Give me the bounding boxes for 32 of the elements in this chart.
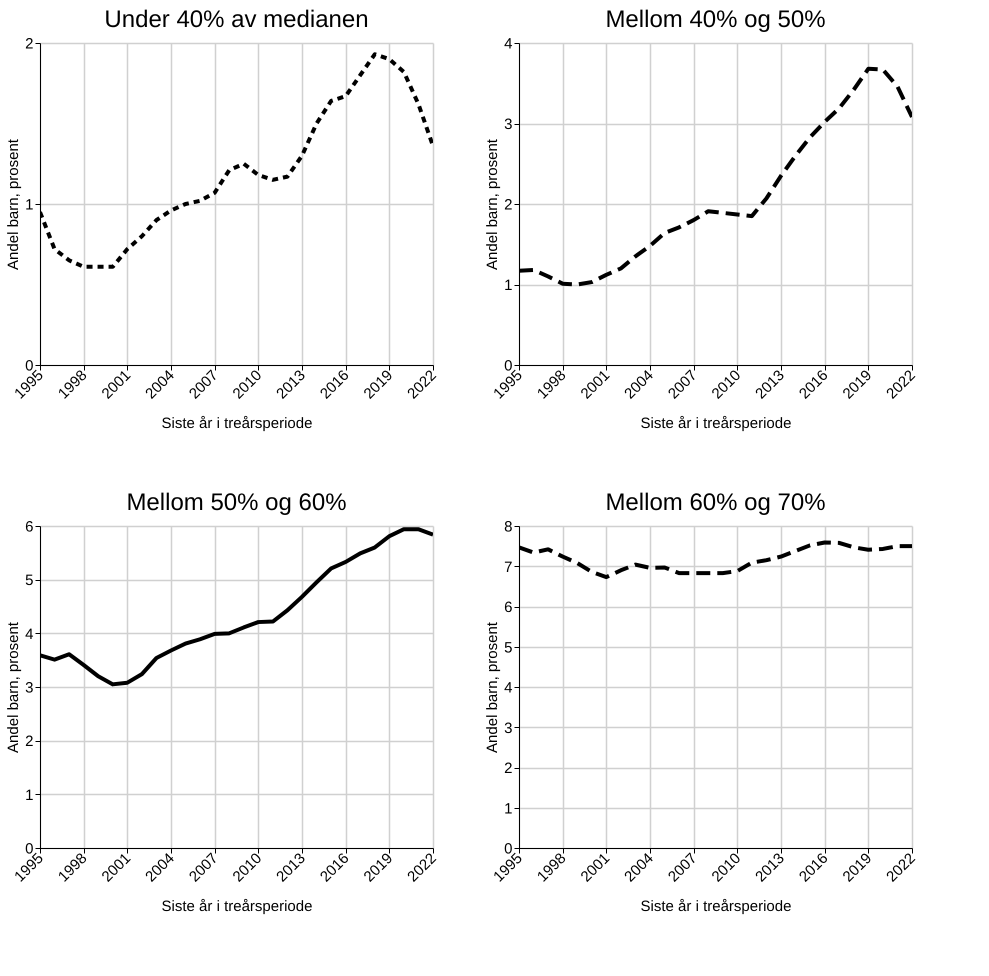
y-axis-title: Andel barn, prosent (484, 621, 502, 753)
y-tick-label: 4 (504, 680, 512, 696)
chart-title: Mellom 50% og 60% (126, 489, 347, 516)
y-tick-label: 7 (504, 558, 512, 576)
y-tick-label: 5 (25, 572, 34, 590)
y-axis-title: Andel barn, prosent (5, 138, 22, 270)
chart-title: Mellom 60% og 70% (605, 489, 826, 516)
y-tick-label: 1 (504, 277, 512, 294)
y-tick-label: 3 (504, 720, 512, 737)
y-tick-label: 2 (25, 36, 34, 52)
y-tick-label: 2 (504, 760, 512, 777)
y-tick-label: 1 (25, 786, 34, 804)
y-tick-label: 3 (504, 116, 512, 133)
y-tick-label: 1 (504, 800, 512, 818)
y-tick-label: 2 (504, 196, 512, 214)
y-tick-label: 4 (504, 36, 512, 52)
y-tick-label: 8 (504, 518, 512, 536)
y-tick-label: 3 (25, 680, 34, 696)
chart-title: Under 40% av medianen (104, 6, 369, 33)
y-tick-label: 4 (25, 626, 34, 643)
y-axis-title: Andel barn, prosent (484, 138, 502, 270)
x-axis-title: Siste år i treårsperiode (162, 414, 312, 432)
x-axis-title: Siste år i treårsperiode (640, 414, 792, 432)
x-axis-title: Siste år i treårsperiode (162, 898, 312, 915)
x-axis-title: Siste år i treårsperiode (640, 898, 792, 915)
y-tick-label: 2 (25, 733, 34, 750)
y-axis-title: Andel barn, prosent (5, 621, 22, 753)
y-tick-label: 6 (25, 518, 34, 536)
y-tick-label: 6 (504, 599, 512, 616)
y-tick-label: 1 (25, 196, 34, 214)
chart-title: Mellom 40% og 50% (605, 6, 826, 33)
y-tick-label: 5 (504, 639, 512, 656)
